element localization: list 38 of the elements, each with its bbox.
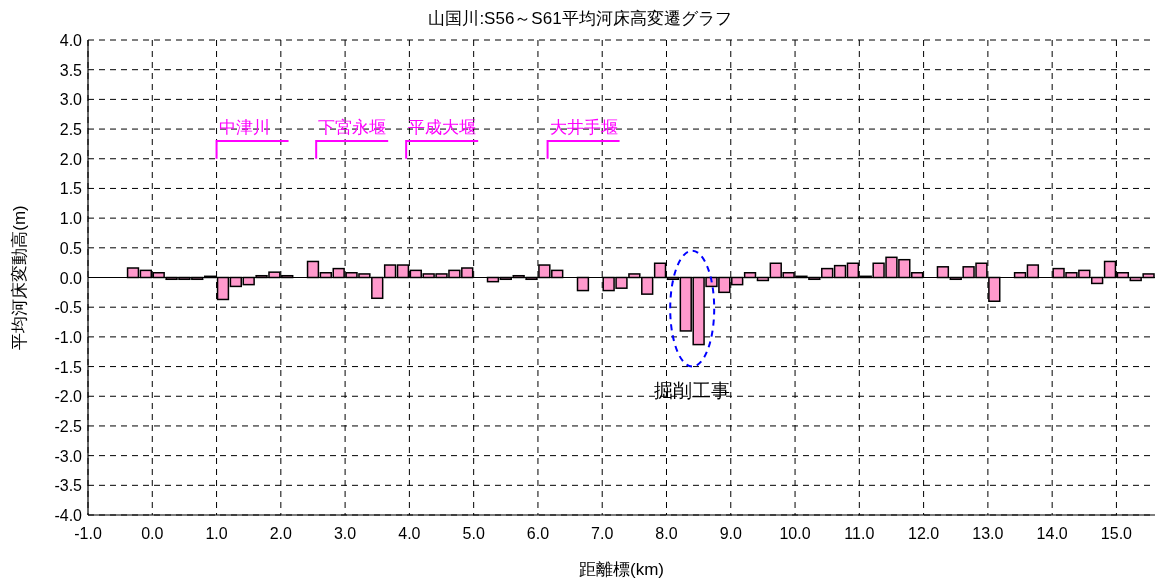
x-tick-label: -1.0 [74, 525, 102, 542]
y-tick-label: 2.0 [59, 150, 83, 168]
x-tick-label: 8.0 [655, 525, 678, 542]
y-tick-label: -4.0 [54, 507, 83, 524]
x-tick-label: 7.0 [591, 525, 614, 542]
y-tick-label: -0.5 [54, 299, 83, 317]
annotation: 掘削工事 [654, 379, 731, 401]
y-tick-label: -1.0 [54, 328, 83, 346]
x-tick-label: 6.0 [526, 525, 550, 542]
x-tick-label: 2.0 [269, 525, 293, 542]
x-tick-label: 0.0 [141, 525, 164, 542]
y-tick-label: 1.5 [59, 180, 83, 198]
y-tick-label: 4.0 [59, 32, 83, 49]
y-tick-label: 3.5 [59, 61, 83, 79]
x-tick-label: 10.0 [779, 525, 811, 542]
x-tick-label: 15.0 [1100, 525, 1133, 542]
x-tick-label: 12.0 [908, 525, 940, 542]
x-tick-label: 11.0 [844, 525, 875, 542]
x-axis-title: 距離標(km) [579, 560, 664, 579]
x-tick-label: 5.0 [462, 525, 485, 542]
x-tick-label: 1.0 [205, 525, 228, 542]
y-tick-label: -1.5 [54, 358, 83, 376]
y-tick-label: 0.0 [59, 269, 83, 287]
y-tick-label: 0.5 [59, 239, 83, 257]
x-tick-label: 3.0 [333, 525, 357, 542]
y-tick-label: 2.5 [59, 121, 83, 139]
y-tick-label: -3.0 [54, 447, 83, 465]
x-tick-label: 4.0 [398, 525, 421, 542]
y-axis-title: 平均河床変動高(m) [10, 205, 29, 350]
x-tick-label: 9.0 [719, 525, 742, 542]
y-tick-label: -3.5 [54, 477, 83, 495]
y-tick-label: -2.5 [54, 417, 83, 435]
x-tick-label: 14.0 [1036, 525, 1068, 542]
x-tick-label: 13.0 [972, 525, 1004, 542]
chart-title: 山国川:S56～S61平均河床高変遷グラフ [428, 9, 732, 28]
y-tick-label: 3.0 [59, 91, 83, 109]
y-tick-label: -2.0 [54, 388, 83, 406]
y-tick-label: 1.0 [59, 210, 83, 228]
